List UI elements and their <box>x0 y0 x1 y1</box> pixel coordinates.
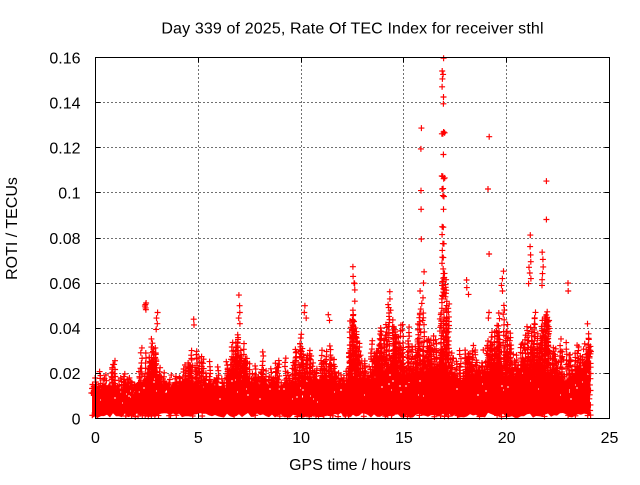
svg-text:0.08: 0.08 <box>49 231 80 248</box>
svg-text:0.14: 0.14 <box>49 95 80 112</box>
svg-text:10: 10 <box>292 430 310 447</box>
svg-text:Day 339 of 2025, Rate Of TEC I: Day 339 of 2025, Rate Of TEC Index for r… <box>161 21 543 38</box>
svg-text:GPS time / hours: GPS time / hours <box>289 457 411 474</box>
svg-text:0: 0 <box>91 430 100 447</box>
svg-text:20: 20 <box>498 430 516 447</box>
svg-text:15: 15 <box>395 430 413 447</box>
svg-text:0.1: 0.1 <box>58 186 80 203</box>
svg-text:25: 25 <box>601 430 619 447</box>
svg-text:0: 0 <box>72 411 81 428</box>
svg-text:0.16: 0.16 <box>49 50 80 67</box>
svg-text:0.02: 0.02 <box>49 366 80 383</box>
svg-text:0.12: 0.12 <box>49 141 80 158</box>
svg-text:0.04: 0.04 <box>49 321 80 338</box>
svg-text:5: 5 <box>194 430 203 447</box>
svg-text:0.06: 0.06 <box>49 276 80 293</box>
svg-text:ROTI / TECUs: ROTI / TECUs <box>4 177 21 280</box>
